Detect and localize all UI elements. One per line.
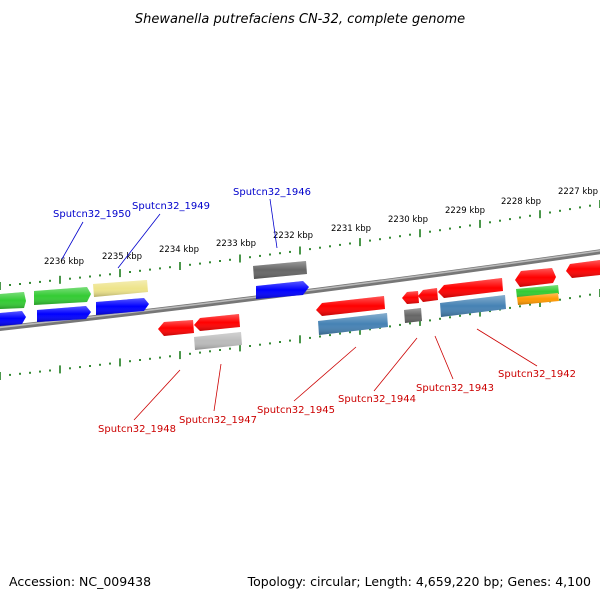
gene-feature[interactable] [566,260,600,278]
gene-feature[interactable] [256,281,309,299]
gene-label-sputcn32-1942[interactable]: Sputcn32_1942 [498,369,576,380]
gene-feature[interactable] [194,314,240,331]
outer-ruler [0,200,600,290]
gene-feature[interactable] [96,298,149,315]
gene-label-sputcn32-1945[interactable]: Sputcn32_1945 [257,405,335,416]
gene-label-sputcn32-1946[interactable]: Sputcn32_1946 [233,187,311,198]
gene-feature[interactable] [318,313,388,335]
tick-label-2229: 2229 kbp [445,206,485,216]
tick-label-2227: 2227 kbp [558,187,598,197]
gene-feature[interactable] [515,268,556,287]
accession-text: Accession: NC_009438 [9,574,151,589]
reverse-strand-genes [158,278,506,350]
bottom-gene-labels: Sputcn32_1948 Sputcn32_1947 Sputcn32_194… [98,328,576,435]
gene-feature[interactable] [316,296,385,316]
ruler-labels: 2236 kbp 2235 kbp 2234 kbp 2233 kbp 2232… [44,187,598,267]
gene-label-sputcn32-1947[interactable]: Sputcn32_1947 [179,415,257,426]
gene-feature[interactable] [0,292,26,309]
gene-label-sputcn32-1948[interactable]: Sputcn32_1948 [98,424,176,435]
top-gene-labels: Sputcn32_1950 Sputcn32_1949 Sputcn32_194… [53,187,311,269]
gene-feature[interactable] [517,293,559,305]
gene-feature[interactable] [404,308,422,323]
gene-feature[interactable] [253,261,307,279]
gene-feature[interactable] [37,306,91,322]
gene-feature[interactable] [418,288,438,302]
tick-label-2236: 2236 kbp [44,257,84,267]
gene-feature[interactable] [438,278,503,298]
inner-ruler [0,289,600,380]
gene-feature[interactable] [402,291,419,304]
tick-label-2235: 2235 kbp [102,252,142,262]
gene-label-sputcn32-1944[interactable]: Sputcn32_1944 [338,394,416,405]
gene-feature[interactable] [194,332,242,350]
gene-feature[interactable] [34,287,91,305]
tick-label-2233: 2233 kbp [216,239,256,249]
tick-label-2234: 2234 kbp [159,245,199,255]
tick-label-2232: 2232 kbp [273,231,313,241]
gene-label-sputcn32-1949[interactable]: Sputcn32_1949 [132,201,210,212]
gene-label-sputcn32-1943[interactable]: Sputcn32_1943 [416,383,494,394]
tick-label-2230: 2230 kbp [388,215,428,225]
gene-feature[interactable] [158,320,194,336]
genome-summary-text: Topology: circular; Length: 4,659,220 bp… [247,574,591,589]
gene-label-sputcn32-1950[interactable]: Sputcn32_1950 [53,209,131,220]
gene-feature[interactable] [93,280,148,297]
forward-strand-genes [0,260,600,326]
gene-feature[interactable] [0,311,26,326]
gene-feature[interactable] [440,295,506,317]
tick-label-2231: 2231 kbp [331,224,371,234]
map-title: Shewanella putrefaciens CN-32, complete … [135,12,465,27]
tick-label-2228: 2228 kbp [501,197,541,207]
